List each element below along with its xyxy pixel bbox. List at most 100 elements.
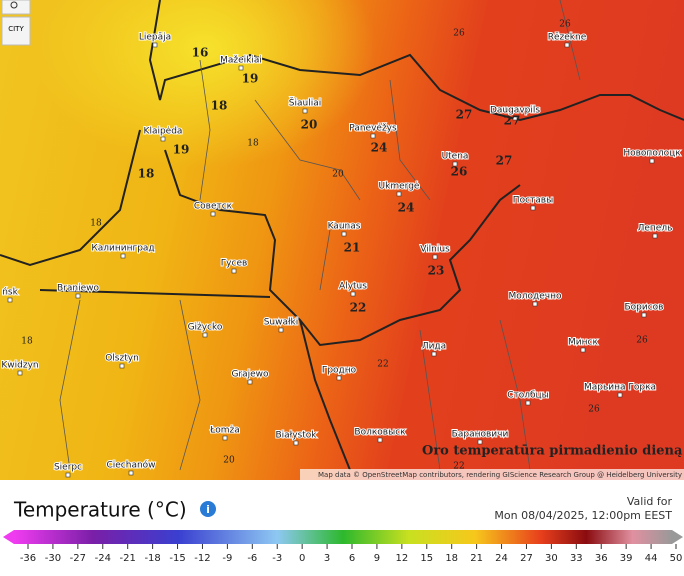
colorbar-tick-label: 30 — [545, 553, 558, 564]
colorbar-tick-label: -15 — [169, 553, 185, 564]
temperature-label: 24 — [398, 201, 415, 215]
city-label: Utena — [442, 152, 469, 162]
city-label: Минск — [568, 338, 598, 348]
city-dot — [302, 108, 308, 114]
region-lines — [59, 0, 581, 471]
city-label: Olsztyn — [105, 354, 139, 364]
city-dot — [65, 472, 71, 478]
city-dot — [119, 363, 125, 369]
city-dot — [512, 115, 518, 121]
city-dot — [580, 347, 586, 353]
city-label: Волковыск — [354, 428, 406, 438]
city-dot — [370, 133, 376, 139]
city-label: Лепель — [638, 224, 673, 234]
temperature-label: 18 — [90, 219, 102, 229]
temperature-label: 23 — [428, 264, 445, 278]
city-dot — [128, 470, 134, 476]
city-dot — [7, 297, 13, 303]
city-label: Поставы — [513, 196, 553, 206]
city-dot — [210, 211, 216, 217]
city-dot — [17, 370, 23, 376]
city-label: Борисов — [624, 303, 663, 313]
colorbar-tick-label: -9 — [222, 553, 232, 564]
temperature-label: 22 — [377, 360, 388, 370]
map-caption: Oro temperatūra pirmadienio dieną — [422, 444, 683, 459]
city-label: Łomża — [209, 426, 240, 436]
temperature-label: 27 — [504, 114, 521, 128]
temperature-label: 18 — [211, 99, 228, 113]
city-dot — [341, 231, 347, 237]
temperature-label: 18 — [138, 167, 155, 181]
city-label: Марьина Горка — [584, 383, 656, 393]
temperature-label: 22 — [350, 301, 367, 315]
colorbar-tick-label: -18 — [144, 553, 160, 564]
city-dot — [152, 42, 158, 48]
colorbar-tick-label: -30 — [45, 553, 61, 564]
city-button[interactable] — [1, 16, 31, 46]
map-highlight — [0, 0, 684, 480]
colorbar-tick-label: -27 — [70, 553, 86, 564]
temperature-label: 19 — [242, 72, 259, 86]
city-label: Alytus — [339, 282, 367, 292]
city-label: Новополоцк — [623, 149, 681, 159]
city-dot — [377, 437, 383, 443]
temperature-label: 16 — [192, 46, 209, 60]
colorbar-tick-label: 9 — [374, 553, 380, 564]
city-label: ńsk — [2, 288, 18, 298]
city-label: Daugavpils — [490, 106, 540, 116]
city-dot — [231, 268, 237, 274]
colorbar-tick-label: -36 — [20, 553, 36, 564]
temperature-label: 27 — [496, 154, 513, 168]
city-dot — [202, 332, 208, 338]
colorbar-tick-label: 44 — [645, 553, 658, 564]
colorbar-tick-label: 27 — [520, 553, 533, 564]
city-label: Rēzekne — [548, 33, 587, 43]
valid-time: Mon 08/04/2025, 12:00pm EEST — [494, 509, 672, 522]
city-label: Калининград — [91, 244, 154, 254]
colorbar-tick-label: 36 — [595, 553, 608, 564]
temperature-label: 21 — [344, 241, 361, 255]
temperature-label: 22 — [453, 462, 464, 472]
temperature-label: 24 — [371, 141, 388, 155]
temperature-label: 20 — [223, 456, 235, 466]
colorbar-tick-label: 24 — [495, 553, 508, 564]
colorbar-tick-label: -12 — [194, 553, 210, 564]
city-label: Гусев — [221, 259, 248, 269]
city-dot — [247, 379, 253, 385]
colorbar-tick-label: 33 — [570, 553, 583, 564]
city-label: Молодечно — [509, 292, 562, 302]
city-dot — [120, 253, 126, 259]
colorbar-tick-label: -3 — [272, 553, 282, 564]
info-button[interactable] — [200, 501, 216, 517]
temperature-label: 20 — [332, 170, 344, 180]
colorbar-tick-label: 39 — [620, 553, 633, 564]
city-dot — [532, 301, 538, 307]
temperature-label: 26 — [588, 405, 600, 415]
city-dot — [652, 233, 658, 239]
city-dot — [336, 375, 342, 381]
city-label: Советск — [194, 202, 233, 212]
city-dot — [432, 254, 438, 260]
city-label: Гродно — [322, 366, 357, 376]
city-dot — [530, 205, 536, 211]
city-label: Panevėžys — [349, 124, 397, 134]
colorbar-tick-label: 50 — [670, 553, 683, 564]
city-label: Giżycko — [188, 323, 223, 333]
city-dot — [477, 439, 483, 445]
city-label: Šiauliai — [289, 97, 321, 109]
temperature-label: 20 — [301, 118, 318, 132]
colorbar — [14, 530, 672, 544]
map[interactable] — [0, 0, 684, 480]
temperature-label: 19 — [173, 143, 190, 157]
temperature-label: 18 — [247, 139, 259, 149]
city-dot — [641, 312, 647, 318]
city-label: Столбцы — [507, 391, 549, 401]
city-dot — [278, 327, 284, 333]
city-dot — [431, 351, 437, 357]
city-dot — [525, 400, 531, 406]
colorbar-tick-label: 15 — [420, 553, 433, 564]
valid-label: Valid for — [627, 495, 673, 508]
city-label: Grajewo — [231, 370, 269, 380]
city-label: Braniewo — [57, 284, 99, 294]
